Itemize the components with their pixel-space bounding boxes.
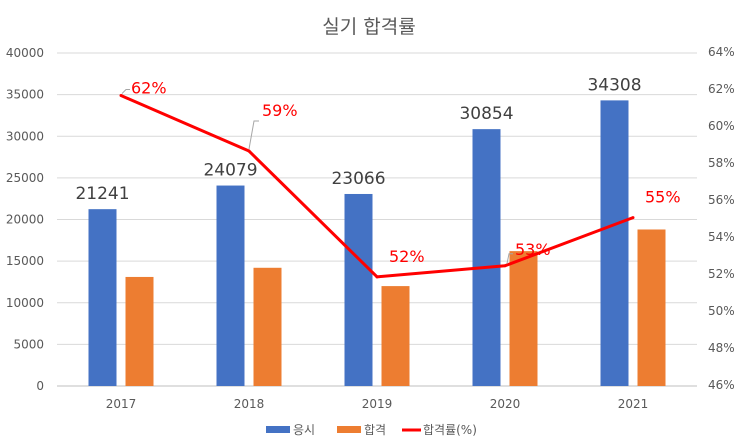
rate-data-label: 59% <box>262 101 298 120</box>
rate-data-label: 62% <box>131 79 167 98</box>
right-tick-label: 62% <box>708 82 734 96</box>
right-tick-label: 54% <box>708 230 734 244</box>
left-tick-label: 5000 <box>13 337 44 351</box>
x-tick-label: 2021 <box>618 397 649 411</box>
rate-point <box>375 275 379 279</box>
rate-data-label: 53% <box>515 240 551 259</box>
bar-data-label: 34308 <box>587 75 641 95</box>
left-axis-ticks: 0 5000 10000 15000 20000 25000 30000 35000 40000 <box>6 46 44 393</box>
rate-point <box>631 216 635 220</box>
leader-line <box>121 89 130 94</box>
left-tick-label: 30000 <box>6 129 44 143</box>
rate-data-label: 55% <box>645 188 681 207</box>
x-tick-label: 2019 <box>362 397 393 411</box>
bar-data-label: 23066 <box>331 169 385 189</box>
right-tick-label: 56% <box>708 193 734 207</box>
left-tick-label: 35000 <box>6 88 44 102</box>
left-tick-label: 25000 <box>6 171 44 185</box>
right-tick-label: 60% <box>708 119 734 133</box>
bar-passed <box>253 267 282 386</box>
x-axis-ticks: 2017 2018 2019 2020 2021 <box>106 397 649 411</box>
legend-swatch <box>266 426 290 433</box>
bar-applicants <box>216 185 245 386</box>
right-tick-label: 50% <box>708 304 734 318</box>
chart-title: 실기 합격률 <box>322 16 415 38</box>
rate-data-label: 52% <box>389 247 425 266</box>
bar-applicants <box>88 209 117 386</box>
bar-applicants <box>472 129 501 387</box>
rate-point <box>503 264 507 268</box>
bar-series <box>88 100 666 387</box>
bar-data-label: 24079 <box>203 161 257 181</box>
data-labels: 21241 24079 23066 30854 34308 62% 59% 52% 53% 55% <box>75 75 680 265</box>
bar-passed <box>509 251 538 386</box>
bar-applicants <box>600 100 629 387</box>
left-tick-label: 0 <box>36 379 44 393</box>
right-tick-label: 58% <box>708 156 734 170</box>
left-tick-label: 40000 <box>6 46 44 60</box>
bar-passed <box>125 276 154 386</box>
bar-passed <box>381 286 410 386</box>
x-tick-label: 2020 <box>490 397 521 411</box>
right-tick-label: 52% <box>708 267 734 281</box>
bar-data-label: 21241 <box>75 184 129 204</box>
x-tick-label: 2018 <box>234 397 265 411</box>
left-tick-label: 20000 <box>6 213 44 227</box>
bar-passed <box>637 229 666 386</box>
legend-swatch <box>337 426 361 433</box>
x-tick-label: 2017 <box>106 397 137 411</box>
gridlines <box>57 52 697 387</box>
legend-label: 합격률(%) <box>423 423 477 437</box>
leader-line <box>248 120 259 150</box>
left-tick-label: 15000 <box>6 254 44 268</box>
bar-data-label: 30854 <box>459 104 513 124</box>
legend: 응시 합격 합격률(%) <box>266 423 477 437</box>
right-axis-ticks: 46% 48% 50% 52% 54% 56% 58% 60% 62% 64% <box>708 45 734 392</box>
rate-line-series <box>119 94 635 279</box>
right-tick-label: 48% <box>708 341 734 355</box>
leader-line <box>506 253 513 264</box>
right-tick-label: 64% <box>708 45 734 59</box>
right-tick-label: 46% <box>708 378 734 392</box>
rate-point <box>119 94 123 98</box>
legend-label: 응시 <box>293 423 315 437</box>
left-tick-label: 10000 <box>6 296 44 310</box>
rate-point <box>247 149 251 153</box>
bar-applicants <box>344 193 373 386</box>
legend-label: 합격 <box>364 423 386 437</box>
